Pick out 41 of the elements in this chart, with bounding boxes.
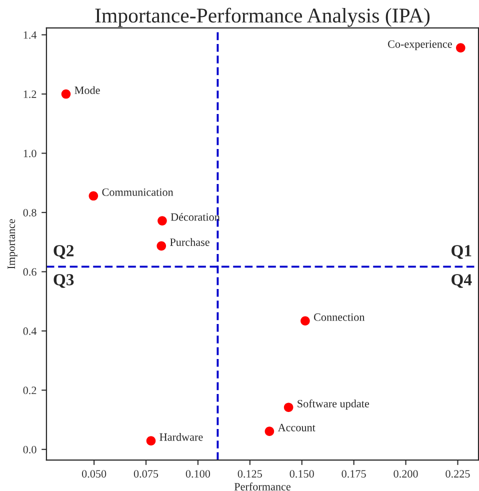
y-tick-label: 0.0 xyxy=(23,446,36,454)
y-tick-label: 0.6 xyxy=(23,268,36,276)
chart-title: Importance-Performance Analysis (IPA) xyxy=(95,8,430,27)
annotation: Co-experience xyxy=(388,40,452,50)
annotation: Q3 xyxy=(54,274,74,288)
x-tick-label: 0.175 xyxy=(342,470,366,478)
y-tick-label: 0.4 xyxy=(23,327,37,335)
y-tick-label: 1.2 xyxy=(24,90,36,98)
x-axis-title: Performance xyxy=(234,482,290,490)
point xyxy=(61,89,71,99)
annotation: Connection xyxy=(314,313,365,321)
annotation: Décoration xyxy=(170,212,220,221)
x-tick-label: 0.225 xyxy=(446,470,470,478)
y-tick-label: 1.4 xyxy=(24,31,37,39)
x-tick-label: 0.200 xyxy=(394,470,418,478)
annotation: Q4 xyxy=(452,274,472,288)
point xyxy=(158,216,167,226)
x-tick-label: 0.125 xyxy=(238,470,262,478)
annotation: Communication xyxy=(102,188,174,196)
point xyxy=(456,43,466,52)
annotation: Software update xyxy=(298,399,370,410)
point xyxy=(284,402,294,412)
x-tick-label: 0.150 xyxy=(290,470,314,478)
annotation: Account xyxy=(278,424,316,432)
y-tick-label: 1.0 xyxy=(24,150,36,158)
annotation: Q1 xyxy=(452,245,472,259)
x-tick-label: 0.050 xyxy=(82,470,106,478)
annotation: Q2 xyxy=(54,245,74,259)
y-tick-label: 0.8 xyxy=(23,208,36,216)
annotation: Mode xyxy=(74,86,100,94)
point xyxy=(300,316,310,326)
x-tick-label: 0.100 xyxy=(186,470,210,478)
point xyxy=(146,436,156,446)
x-tick-label: 0.075 xyxy=(134,470,158,478)
point xyxy=(156,241,166,251)
annotation: Hardware xyxy=(160,433,203,441)
y-axis-title: Importance xyxy=(8,219,18,269)
y-tick-label: 0.2 xyxy=(23,386,36,394)
point xyxy=(88,191,98,201)
point xyxy=(264,426,274,436)
annotation: Purchase xyxy=(170,238,210,246)
